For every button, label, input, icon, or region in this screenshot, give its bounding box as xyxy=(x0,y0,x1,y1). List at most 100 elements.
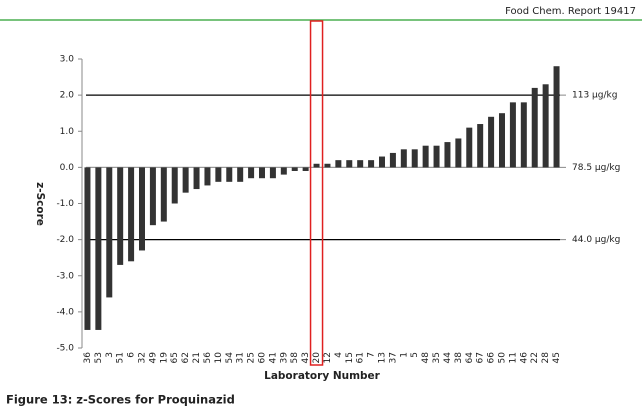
x-tick-label: 49 xyxy=(148,352,158,364)
x-tick-label: 20 xyxy=(312,352,322,364)
bar xyxy=(248,167,255,179)
x-tick-label: 11 xyxy=(508,352,518,363)
x-tick-label: 12 xyxy=(323,352,333,363)
x-tick-label: 44 xyxy=(443,352,453,364)
x-tick-label: 10 xyxy=(214,352,224,364)
bar xyxy=(553,66,560,168)
bar xyxy=(499,113,505,168)
x-tick-label: 58 xyxy=(290,352,300,364)
bar xyxy=(433,145,440,168)
bar xyxy=(95,167,102,330)
x-tick-label: 35 xyxy=(432,352,442,363)
bar xyxy=(302,167,309,171)
bar xyxy=(149,167,156,226)
bar xyxy=(237,167,244,182)
x-tick-label: 1 xyxy=(399,352,409,358)
bar xyxy=(280,167,287,175)
bar xyxy=(324,163,331,168)
x-tick-label: 7 xyxy=(367,352,377,358)
bar xyxy=(128,167,135,262)
x-tick-label: 48 xyxy=(421,352,431,364)
bar xyxy=(368,160,375,168)
bar xyxy=(379,156,385,168)
bar xyxy=(531,87,538,168)
bar xyxy=(509,102,516,168)
y-tick-label: 2.0 xyxy=(60,91,75,101)
x-tick-label: 39 xyxy=(279,352,289,364)
bar xyxy=(84,167,91,330)
x-tick-label: 21 xyxy=(192,352,202,363)
x-tick-label: 45 xyxy=(552,352,562,363)
x-tick-label: 51 xyxy=(116,352,126,363)
x-tick-label: 28 xyxy=(541,352,551,364)
bar xyxy=(400,149,407,168)
x-tick-label: 64 xyxy=(465,352,475,364)
bar xyxy=(106,167,113,298)
bar xyxy=(160,167,167,222)
bar xyxy=(346,160,353,168)
y-tick-label: -1.0 xyxy=(56,199,74,209)
x-tick-label: 50 xyxy=(498,352,508,364)
y-tick-label: 1.0 xyxy=(60,127,75,137)
x-tick-label: 5 xyxy=(410,352,420,358)
y-tick-label: -3.0 xyxy=(56,271,74,281)
caption: Figure 13: z-Scores for Proquinazid xyxy=(6,393,235,407)
bar xyxy=(204,167,211,186)
x-tick-label: 6 xyxy=(127,352,137,358)
bar xyxy=(226,167,233,182)
y-tick-label: 0.0 xyxy=(60,163,75,173)
x-tick-label: 43 xyxy=(301,352,311,363)
x-tick-label: 37 xyxy=(388,352,398,363)
bar xyxy=(477,124,484,168)
bar xyxy=(291,167,298,171)
bar xyxy=(215,167,222,182)
x-tick-label: 66 xyxy=(487,352,497,364)
x-tick-label: 19 xyxy=(159,352,169,364)
y-tick-label: -5.0 xyxy=(56,344,74,354)
x-tick-label: 38 xyxy=(454,352,464,364)
header: Food Chem. Report 19417 xyxy=(505,6,636,17)
y-tick-label: 3.0 xyxy=(60,55,75,65)
bar xyxy=(313,163,320,168)
x-tick-label: 60 xyxy=(258,352,268,364)
x-tick-label: 54 xyxy=(225,352,235,364)
bar xyxy=(139,167,145,251)
bar xyxy=(466,127,473,168)
bar xyxy=(520,102,527,168)
bar xyxy=(182,167,189,193)
x-tick-label: 56 xyxy=(203,352,213,364)
reference-label: 78.5 µg/kg xyxy=(572,163,620,173)
bar xyxy=(422,145,429,168)
highlight-box xyxy=(309,20,324,366)
bar xyxy=(389,152,396,168)
x-tick-label: 4 xyxy=(334,352,344,358)
x-tick-label: 3 xyxy=(105,352,115,358)
bar xyxy=(444,142,451,168)
bar xyxy=(193,167,200,190)
bar xyxy=(117,167,124,265)
bar xyxy=(259,167,265,179)
x-tick-label: 15 xyxy=(345,352,355,363)
x-tick-label: 62 xyxy=(181,352,191,363)
x-tick-label: 46 xyxy=(519,352,529,364)
bar xyxy=(455,138,462,168)
y-tick-label: -4.0 xyxy=(56,307,74,317)
x-tick-label: 67 xyxy=(476,352,486,363)
bar xyxy=(357,160,364,168)
x-tick-label: 41 xyxy=(268,352,278,363)
reference-label: 44.0 µg/kg xyxy=(572,235,620,245)
bar xyxy=(335,160,342,168)
x-tick-label: 31 xyxy=(236,352,246,363)
bar xyxy=(269,167,276,179)
x-tick-label: 53 xyxy=(94,352,104,363)
reference-label: 113 µg/kg xyxy=(572,91,617,101)
x-axis-label: Laboratory Number xyxy=(264,370,381,382)
bar xyxy=(411,149,418,168)
x-tick-label: 32 xyxy=(138,352,148,363)
x-tick-label: 22 xyxy=(530,352,540,363)
x-tick-label: 13 xyxy=(378,352,388,363)
y-tick-label: -2.0 xyxy=(56,235,74,245)
x-tick-label: 65 xyxy=(170,352,180,363)
bar xyxy=(171,167,178,204)
bar xyxy=(542,84,549,168)
